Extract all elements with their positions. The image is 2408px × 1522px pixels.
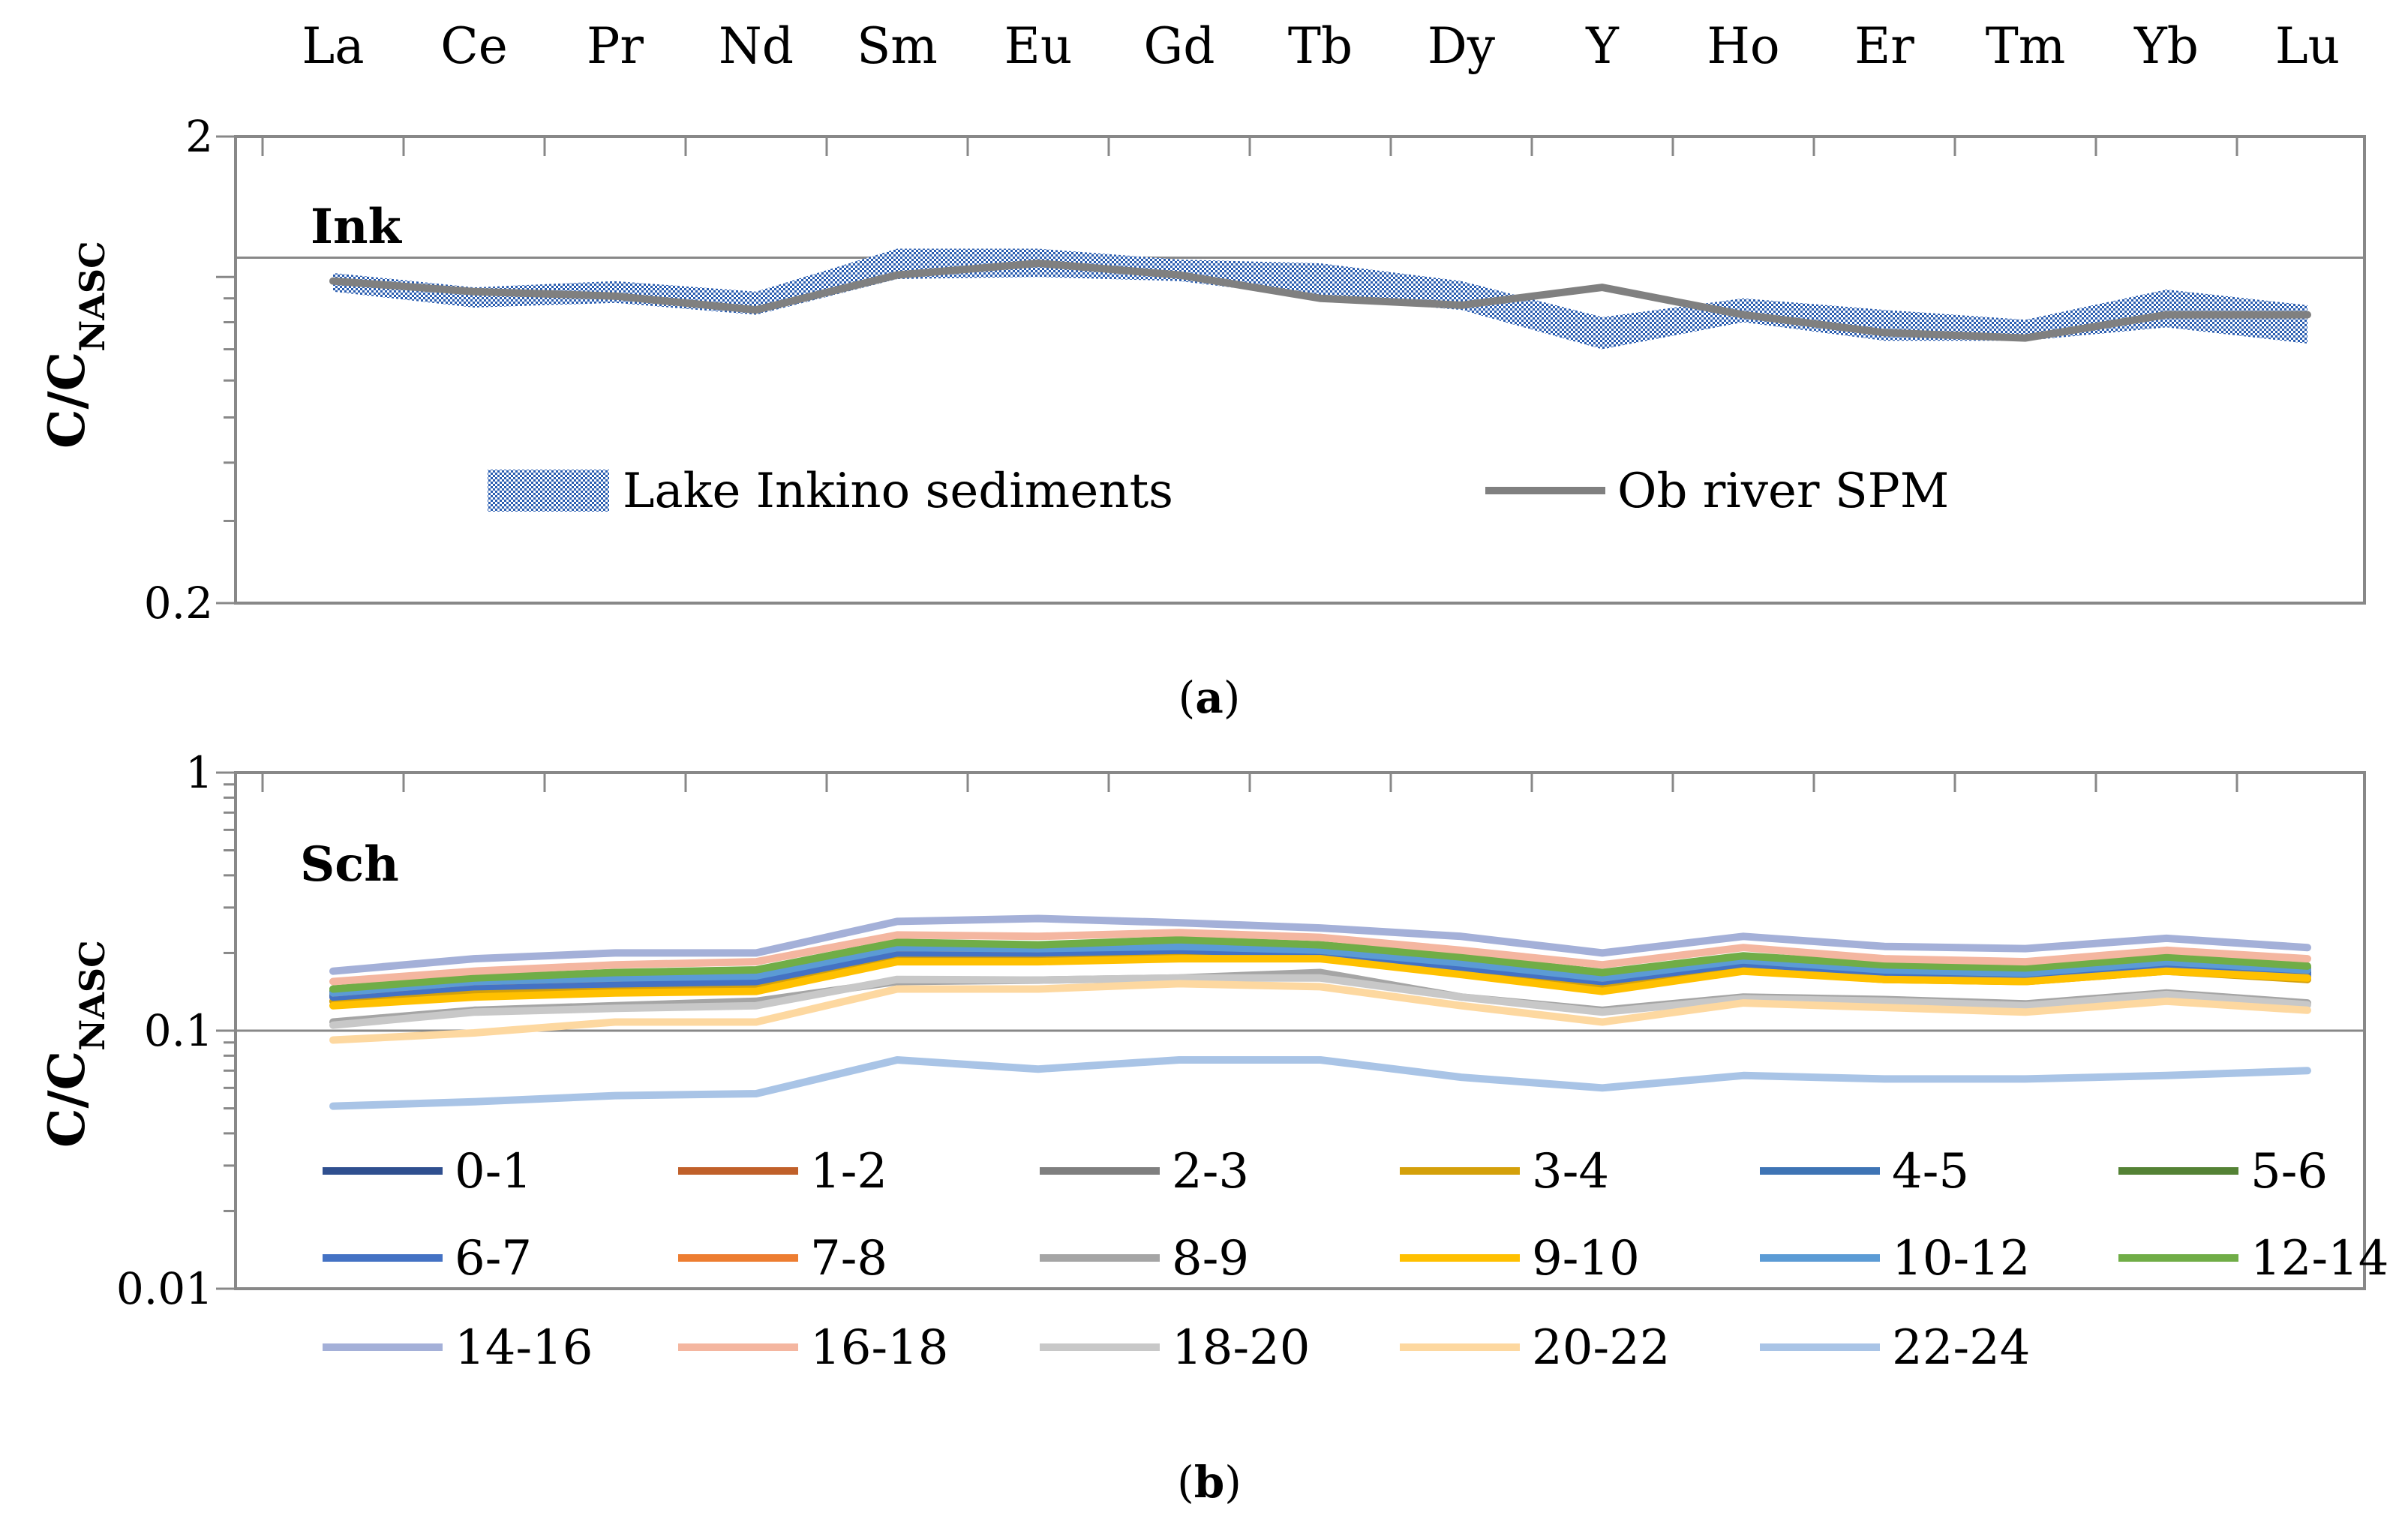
legend-label-6-7: 6-7 <box>455 1231 532 1286</box>
legend-label-2-3: 2-3 <box>1172 1144 1249 1199</box>
category-label-nd: Nd <box>719 17 794 75</box>
panel-a-y-tick-label: 0.2 <box>144 578 213 629</box>
panel-b-y-ticks: 1 0.1 0.01 <box>116 747 236 1314</box>
panel-a-title: Ink <box>311 199 402 255</box>
legend-label-16-18: 16-18 <box>810 1320 949 1376</box>
category-label-la: La <box>302 17 364 75</box>
category-label-ho: Ho <box>1707 17 1779 75</box>
panel-b-y-tick-label: 1 <box>185 747 213 798</box>
category-label-gd: Gd <box>1144 17 1215 75</box>
panel-b-caption-label: b <box>1194 1457 1225 1508</box>
panel-b-y-tick-label: 0.01 <box>116 1263 213 1314</box>
legend-label-3-4: 3-4 <box>1532 1144 1609 1199</box>
category-label-y: Y <box>1585 17 1620 75</box>
panel-a-y-tick-label: 2 <box>185 111 213 162</box>
panel-a-frame <box>234 135 2366 605</box>
legend-label-ob-river-spm: Ob river SPM <box>1617 464 1949 519</box>
panel-b: 1 0.1 0.01 Sch C/CNASC 0-1 1-2 2-3 3-4 4-5 5-6 6… <box>38 747 2389 1508</box>
category-label-ce: Ce <box>440 17 508 75</box>
category-label-lu: Lu <box>2275 17 2340 75</box>
panel-a-marks <box>329 248 2311 350</box>
panel-a-caption: (a) <box>1178 672 1241 723</box>
panel-b-caption: (b) <box>1177 1457 1242 1508</box>
panel-a-y-axis-label-main: C/C <box>38 352 96 449</box>
series-line-22-24 <box>329 1056 2311 1110</box>
category-label-eu: Eu <box>1004 17 1073 75</box>
panel-b-title: Sch <box>300 836 399 893</box>
legend-label-4-5: 4-5 <box>1892 1144 1969 1199</box>
panel-b-x-ticks <box>261 773 2238 792</box>
panel-b-y-axis-label-main: C/C <box>38 1051 96 1148</box>
panel-a: 20.2 Ink C/CNASC Lake Inkino sediments Ob… <box>38 111 2366 723</box>
category-label-dy: Dy <box>1428 17 1496 75</box>
legend-label-9-10: 9-10 <box>1532 1231 1640 1286</box>
legend-label-0-1: 0-1 <box>455 1144 532 1199</box>
category-label-yb: Yb <box>2133 17 2199 75</box>
category-label-sm: Sm <box>857 17 938 75</box>
legend-label-14-16: 14-16 <box>455 1320 593 1376</box>
panel-a-y-ticks: 20.2 <box>144 111 236 629</box>
category-label-er: Er <box>1854 17 1914 75</box>
panel-a-y-axis-label-sub: NASC <box>72 241 113 352</box>
panel-a-y-axis-label: C/CNASC <box>38 241 113 449</box>
legend-label-7-8: 7-8 <box>810 1231 887 1286</box>
panel-a-legend: Lake Inkino sediments Ob river SPM <box>488 464 1949 519</box>
panel-b-marks <box>329 914 2311 1110</box>
panel-b-y-tick-label: 0.1 <box>144 1005 213 1056</box>
legend-label-5-6: 5-6 <box>2250 1144 2328 1199</box>
category-label-tb: Tb <box>1288 17 1353 75</box>
panel-a-x-ticks <box>261 137 2238 156</box>
legend-swatch-lake-inkino-sediments <box>488 470 609 512</box>
legend-label-22-24: 22-24 <box>1892 1320 2031 1376</box>
legend-label-1-2: 1-2 <box>810 1144 887 1199</box>
panel-a-caption-label: a <box>1195 672 1224 723</box>
category-labels: La Ce Pr Nd Sm Eu Gd Tb Dy Y Ho Er Tm Yb Lu <box>302 17 2340 75</box>
category-label-tm: Tm <box>1986 17 2066 75</box>
legend-label-10-12: 10-12 <box>1892 1231 2031 1286</box>
panel-b-y-axis-label: C/CNASC <box>38 940 113 1148</box>
category-label-pr: Pr <box>587 17 644 75</box>
panel-b-y-axis-label-sub: NASC <box>72 940 113 1051</box>
legend-label-12-14: 12-14 <box>2250 1231 2389 1286</box>
legend-label-lake-inkino-sediments: Lake Inkino sediments <box>623 464 1173 519</box>
legend-label-20-22: 20-22 <box>1532 1320 1671 1376</box>
legend-label-18-20: 18-20 <box>1172 1320 1311 1376</box>
legend-label-8-9: 8-9 <box>1172 1231 1249 1286</box>
panel-b-legend: 0-1 1-2 2-3 3-4 4-5 5-6 6-7 7-8 8-9 9-10 10-12 12-1… <box>323 1144 2389 1376</box>
